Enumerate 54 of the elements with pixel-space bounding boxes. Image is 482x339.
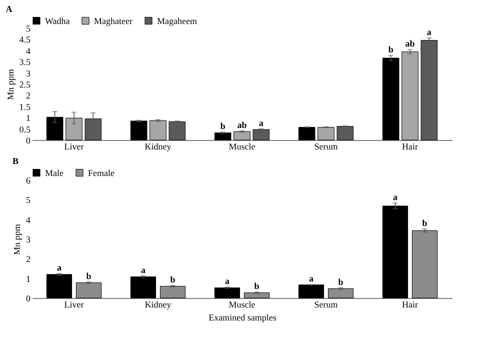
y-tick-label: 0.5 [19, 124, 31, 134]
data-label: b [86, 270, 92, 281]
legend-label: Magaheem [157, 16, 197, 26]
x-tick-label: Hair [402, 142, 418, 152]
data-label: a [426, 27, 432, 38]
y-tick-label: 2 [26, 90, 30, 101]
y-tick-label: 3.5 [19, 57, 31, 68]
data-label: a [56, 262, 62, 272]
data-label: ab [405, 38, 415, 49]
chart-title: A [6, 4, 13, 14]
x-tick-label: Muscle [228, 300, 256, 310]
x-tick-label: Muscle [228, 142, 256, 152]
legend-label: Male [45, 168, 64, 178]
y-tick-label: 4 [26, 46, 31, 56]
data-label: ab [237, 120, 247, 130]
legend-label: Wadha [45, 16, 70, 26]
y-tick-label: 4.5 [19, 34, 31, 45]
y-tick-label: 2 [26, 254, 30, 264]
legend-label: Maghateer [94, 16, 132, 26]
y-tick-label: 6 [26, 176, 31, 186]
data-label: a [392, 192, 398, 202]
data-label: b [338, 276, 344, 287]
data-label: a [140, 264, 146, 275]
data-label: b [388, 44, 394, 54]
y-tick-label: 3 [26, 68, 31, 78]
data-label: b [220, 121, 226, 132]
y-tick-label: 5 [26, 24, 31, 34]
y-tick-label: 0 [26, 136, 31, 146]
chart-title: B [12, 156, 19, 166]
data-label: b [254, 281, 260, 292]
y-axis-title: Mn ppm [5, 69, 16, 100]
y-axis-title: Mn ppm [12, 224, 22, 255]
x-tick-label: Liver [64, 142, 84, 152]
data-label: a [224, 276, 230, 286]
x-tick-label: Kidney [144, 142, 172, 152]
x-axis-title: Examined samples [208, 312, 277, 322]
legend-label: Female [88, 168, 114, 178]
data-label: a [258, 118, 264, 128]
x-tick-label: Liver [64, 300, 84, 310]
data-label: b [422, 218, 428, 228]
data-label: a [308, 273, 314, 284]
y-tick-label: 1 [26, 113, 30, 124]
data-label: b [170, 274, 176, 284]
y-tick-label: 2.5 [19, 80, 31, 90]
y-tick-label: 4 [26, 214, 31, 225]
y-tick-label: 5 [26, 195, 31, 206]
y-tick-label: 1.5 [19, 102, 31, 112]
y-tick-label: 0 [26, 294, 31, 304]
x-tick-label: Kidney [144, 300, 172, 310]
y-tick-label: 1 [26, 274, 30, 284]
x-tick-label: Serum [314, 300, 338, 310]
x-tick-label: Serum [314, 142, 338, 152]
x-tick-label: Hair [402, 300, 418, 310]
y-tick-label: 3 [26, 234, 31, 244]
